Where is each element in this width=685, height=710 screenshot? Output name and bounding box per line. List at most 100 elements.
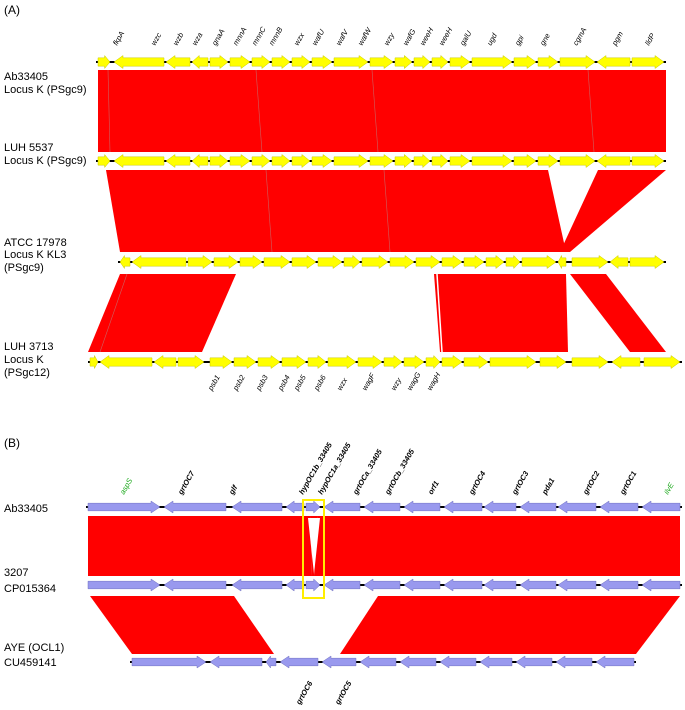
track-label-line: Ab33405 — [4, 503, 48, 515]
gene-arrow — [596, 154, 631, 168]
gene-arrow — [415, 255, 441, 269]
gene-arrow — [369, 154, 394, 168]
gene-arrow — [449, 154, 471, 168]
track-label-3207: 3207 CP015364 — [4, 567, 56, 595]
track-label-ab33405: Ab33405 Locus K (PSgc9) — [4, 71, 87, 96]
gene-arrow — [317, 255, 343, 269]
gene-arrow — [557, 578, 597, 592]
gene-arrow — [87, 500, 161, 514]
homology-block — [106, 170, 566, 252]
gene-arrow — [519, 500, 557, 514]
gene-label: wzy — [389, 375, 404, 392]
track-label-luh5537: LUH 5537 Locus K (PSgc9) — [4, 142, 87, 167]
gene-arrow — [431, 54, 449, 70]
gene-label: wzx — [335, 376, 349, 392]
gene-arrow — [383, 354, 403, 370]
gene-label: wafG — [401, 27, 418, 47]
gene-arrow — [485, 254, 505, 270]
gene-label: mnnB — [267, 26, 285, 47]
gene-arrow — [463, 355, 489, 369]
track-label-line: AYE (OCL1) — [4, 642, 64, 654]
gene-arrow — [163, 500, 227, 514]
gene-arrow — [539, 355, 567, 369]
panel-b-label: (B) — [4, 436, 20, 450]
gene-label: fkpA — [111, 29, 126, 47]
gene-label: pda1 — [539, 476, 556, 497]
gene-arrow — [229, 154, 251, 168]
gene-arrow — [519, 578, 557, 592]
gene-arrow — [153, 355, 177, 369]
homology-block — [88, 516, 312, 576]
gene-arrow — [305, 578, 321, 592]
gene-arrow — [413, 153, 431, 169]
gene-arrow — [321, 655, 357, 669]
gene-label: wagH — [425, 370, 443, 392]
homology-seam — [383, 169, 391, 253]
gene-arrow — [305, 500, 321, 514]
gene-arrow — [599, 578, 639, 592]
gene-arrow — [413, 54, 431, 70]
track-label-aye: AYE (OCL1) CU459141 — [4, 642, 64, 669]
gene-arrow — [233, 355, 257, 369]
gene-arrow — [361, 255, 389, 269]
gene-arrow — [471, 154, 513, 168]
track-label-line: 3207 — [4, 567, 28, 579]
homology-block — [560, 170, 666, 252]
gene-arrow — [113, 55, 165, 69]
gene-arrow — [87, 578, 161, 592]
homology-block — [90, 596, 274, 654]
gene-label: pgm — [609, 30, 625, 48]
gene-arrow — [231, 500, 283, 514]
gene-label: lldP — [643, 32, 657, 47]
gene-arrow — [251, 153, 271, 169]
gene-arrow — [439, 655, 477, 669]
gene-arrow — [187, 255, 213, 269]
gene-label: wza — [190, 31, 204, 47]
gene-label: orf1 — [426, 479, 441, 496]
gene-label: gne — [538, 32, 552, 47]
gene-arrow — [403, 355, 425, 369]
homology-seam — [107, 69, 111, 153]
gene-arrow — [285, 500, 305, 514]
homology-seam — [371, 69, 379, 153]
homology-gap — [308, 518, 320, 574]
homology-block — [98, 70, 666, 152]
gene-arrow — [209, 355, 233, 369]
gene-arrow — [89, 354, 99, 370]
gene-label: wzx — [292, 31, 306, 47]
gene-arrow — [285, 578, 305, 592]
gene-arrow — [307, 354, 327, 370]
gene-arrow — [611, 355, 641, 369]
gene-arrow — [609, 254, 629, 270]
gene-label: aspS — [118, 477, 134, 496]
gene-arrow — [263, 255, 291, 269]
gene-arrow — [119, 254, 131, 270]
homology-block — [434, 274, 568, 352]
gene-label: weeH — [418, 25, 436, 47]
gene-arrow — [333, 55, 369, 69]
gene-arrow — [489, 355, 537, 369]
homology-blocks-b — [88, 516, 680, 654]
gene-arrow — [394, 54, 413, 70]
gene-arrow — [231, 578, 283, 592]
homology-block — [314, 516, 680, 576]
gene-label: galU — [458, 29, 474, 47]
gene-label: ilvE — [662, 480, 676, 496]
gene-label: wafV — [334, 27, 351, 47]
gene-label: cgmA — [571, 26, 588, 47]
gene-arrow — [271, 153, 291, 169]
gene-arrow — [131, 255, 187, 269]
gene-label: psb1 — [205, 373, 221, 392]
gene-arrow — [629, 255, 665, 269]
track-label-line: LUH 3713 — [4, 341, 54, 353]
gene-arrow — [513, 55, 537, 69]
gene-arrow — [403, 578, 441, 592]
gene-label: wafU — [310, 27, 327, 47]
gene-arrow — [97, 54, 111, 70]
gene-label: wzc — [149, 31, 163, 47]
gene-arrow — [443, 578, 483, 592]
gene-arrow — [483, 500, 517, 514]
gene-arrow — [327, 355, 357, 369]
homology-seam — [436, 273, 443, 353]
